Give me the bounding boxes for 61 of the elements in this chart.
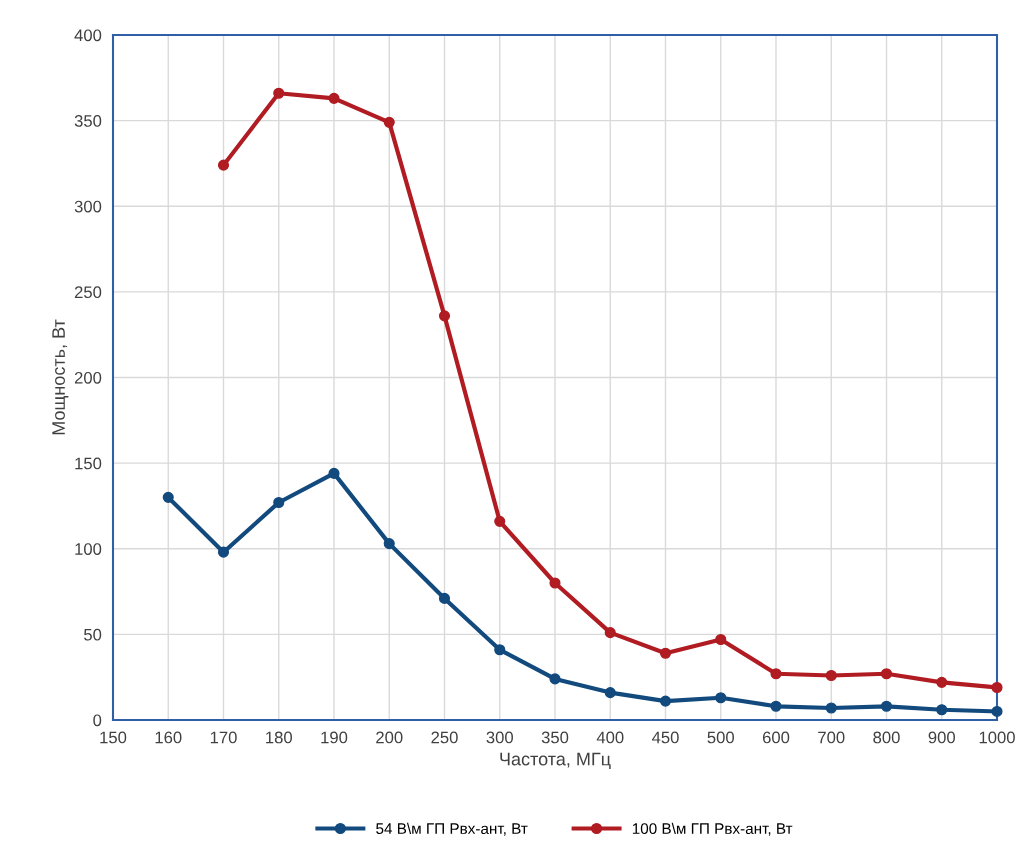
- x-tick-label: 600: [762, 731, 790, 744]
- x-tick-label: 190: [321, 731, 348, 744]
- x-tick-label: 350: [541, 731, 569, 744]
- y-tick-label: 50: [84, 628, 102, 641]
- point: [162, 491, 174, 503]
- x-tick-label: 450: [651, 731, 679, 744]
- point: [328, 467, 340, 479]
- point: [273, 496, 285, 509]
- x-tick-label: 400: [596, 731, 624, 744]
- x-tick-label: 900: [928, 731, 955, 744]
- x-tick-label: 160: [155, 731, 182, 744]
- point: [880, 668, 893, 680]
- point: [438, 310, 451, 322]
- y-tick-label: 300: [74, 200, 102, 213]
- point: [604, 687, 616, 699]
- x-tick-label: 150: [100, 731, 127, 744]
- point: [494, 644, 506, 656]
- point: [715, 692, 727, 704]
- x-tick-label: 200: [376, 731, 403, 744]
- point: [383, 538, 395, 550]
- point: [494, 515, 506, 527]
- y-tick-label: 350: [74, 115, 102, 127]
- point: [991, 705, 1003, 717]
- point: [438, 592, 451, 604]
- point: [936, 704, 948, 716]
- y-tick-label: 200: [74, 371, 102, 384]
- x-tick-label: 180: [266, 731, 292, 744]
- y-tick-label: 250: [74, 286, 102, 299]
- x-tick-label: 500: [707, 731, 734, 744]
- y-tick-label: 100: [75, 543, 102, 555]
- x-tick-label: 250: [431, 731, 458, 744]
- point: [825, 702, 837, 714]
- point: [991, 681, 1003, 694]
- point: [328, 92, 340, 104]
- point: [549, 673, 561, 685]
- y-axis-title: Мощность, Вт: [52, 319, 69, 435]
- x-axis-title: Частота, МГц: [500, 752, 611, 769]
- point: [936, 676, 948, 688]
- y-tick-label: 0: [93, 714, 102, 727]
- point: [880, 700, 893, 712]
- point: [217, 159, 230, 171]
- x-tick-label: 700: [818, 731, 845, 744]
- x-tick-label: 300: [486, 731, 513, 744]
- x-tick-label: 800: [873, 731, 900, 744]
- point: [549, 577, 561, 589]
- x-tick-label: 1000: [979, 731, 1015, 744]
- point: [825, 669, 837, 682]
- point: [770, 700, 782, 712]
- point: [715, 633, 727, 646]
- legend-label: 100 В\м ГП Pвх-ант, Вт: [632, 822, 793, 836]
- point: [770, 668, 782, 680]
- point: [273, 87, 285, 99]
- x-tick-label: 170: [210, 731, 237, 744]
- legend-label: 54 В\м ГП Pвх-ант, Вт: [376, 822, 528, 836]
- y-tick-label: 400: [74, 29, 102, 42]
- point: [659, 647, 672, 659]
- point: [217, 546, 230, 558]
- point: [604, 627, 616, 639]
- y-tick-label: 150: [75, 457, 102, 470]
- point: [383, 116, 395, 128]
- point: [659, 695, 672, 707]
